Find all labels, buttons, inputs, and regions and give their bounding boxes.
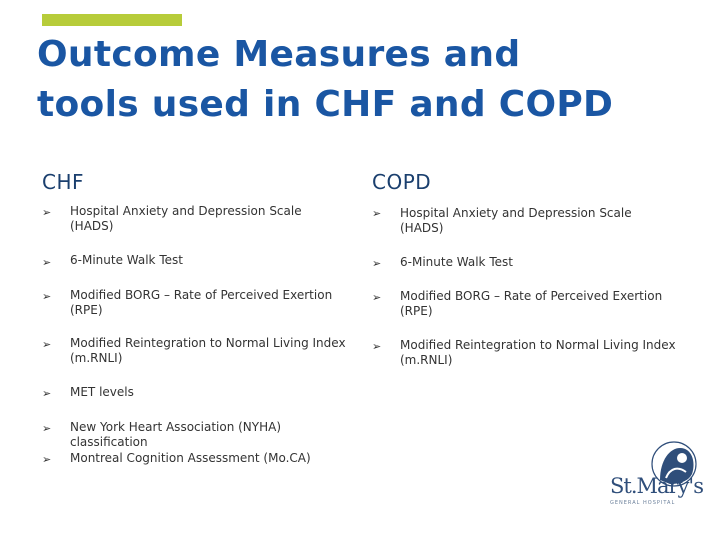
copd-item-6mwt: 6-Minute Walk Test xyxy=(400,255,513,269)
bullet-icon: ➢ xyxy=(42,453,52,466)
copd-item-hads: Hospital Anxiety and Depression Scale (H… xyxy=(400,206,632,235)
bullet-icon: ➢ xyxy=(42,422,52,435)
title-line-1: Outcome Measures and xyxy=(37,34,521,75)
slide-title: Outcome Measures and tools used in CHF a… xyxy=(37,30,697,130)
chf-item-moca: Montreal Cognition Assessment (Mo.CA) xyxy=(70,451,311,465)
chf-item-mrnli: Modified Reintegration to Normal Living … xyxy=(70,336,346,365)
logo-name: St.Mary's xyxy=(610,474,704,498)
st-marys-logo-icon xyxy=(651,441,697,487)
chf-item-met: MET levels xyxy=(70,385,134,399)
bullet-icon: ➢ xyxy=(372,207,382,220)
copd-heading: COPD xyxy=(372,170,432,194)
bullet-icon: ➢ xyxy=(42,387,52,400)
chf-item-6mwt: 6-Minute Walk Test xyxy=(70,253,183,267)
copd-item-borg: Modified BORG – Rate of Perceived Exerti… xyxy=(400,289,663,318)
bullet-icon: ➢ xyxy=(42,338,52,351)
bullet-icon: ➢ xyxy=(42,206,52,219)
chf-item-hads: Hospital Anxiety and Depression Scale (H… xyxy=(70,204,302,233)
bullet-icon: ➢ xyxy=(42,290,52,303)
bullet-icon: ➢ xyxy=(372,340,382,353)
chf-item-borg: Modified BORG – Rate of Perceived Exerti… xyxy=(70,288,333,317)
chf-item-nyha: New York Heart Association (NYHA) classi… xyxy=(70,420,282,449)
bullet-icon: ➢ xyxy=(372,257,382,270)
copd-item-mrnli: Modified Reintegration to Normal Living … xyxy=(400,338,676,367)
title-accent-bar xyxy=(42,14,182,26)
logo-subtitle: GENERAL HOSPITAL xyxy=(610,500,676,506)
bullet-icon: ➢ xyxy=(42,256,52,269)
chf-heading: CHF xyxy=(42,170,85,194)
title-line-2: tools used in CHF and COPD xyxy=(37,84,614,125)
bullet-icon: ➢ xyxy=(372,291,382,304)
